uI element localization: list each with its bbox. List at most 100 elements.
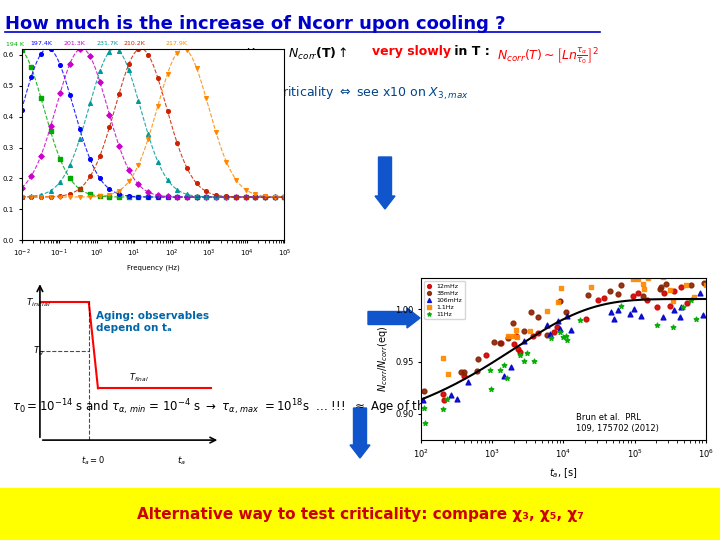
- Point: [259, 192, 271, 200]
- 106mHz: [608, 315, 620, 323]
- Point: [259, 193, 271, 201]
- Point: [220, 192, 232, 201]
- 11Hz: [437, 404, 449, 413]
- Point: [132, 180, 144, 189]
- Point: [55, 61, 66, 70]
- Point: [55, 192, 66, 200]
- Point: [220, 193, 232, 201]
- 11Hz: [518, 357, 530, 366]
- 38mHz: [494, 339, 505, 347]
- Point: [94, 67, 106, 76]
- Text: $N_{corr}(T) \sim \left[Ln\frac{\tau_\alpha}{\tau_0}\right]^2$: $N_{corr}(T) \sim \left[Ln\frac{\tau_\al…: [497, 45, 599, 66]
- Point: [269, 193, 281, 201]
- 106mHz: [697, 310, 708, 319]
- Point: [104, 47, 115, 56]
- Point: [210, 193, 222, 201]
- 38mHz: [507, 319, 518, 327]
- Point: [84, 155, 96, 164]
- 1.1Hz: [443, 369, 454, 378]
- 106mHz: [565, 326, 577, 334]
- 11Hz: [418, 404, 430, 413]
- 106mHz: [518, 337, 530, 346]
- 11Hz: [528, 356, 540, 365]
- Point: [210, 193, 222, 201]
- 38mHz: [518, 326, 530, 335]
- Point: [279, 193, 290, 201]
- Point: [143, 130, 154, 139]
- 12mHz: [510, 332, 521, 340]
- Point: [25, 72, 37, 81]
- Point: [45, 127, 56, 136]
- Point: [210, 193, 222, 201]
- Text: $X_{3_{max}}$~ $N_{corr}$(T)$\uparrow$: $X_{3_{max}}$~ $N_{corr}$(T)$\uparrow$: [245, 45, 353, 63]
- 12mHz: [527, 332, 539, 341]
- Point: [240, 193, 251, 201]
- Point: [191, 193, 202, 201]
- Point: [191, 193, 202, 201]
- 38mHz: [472, 354, 484, 363]
- 1.1Hz: [664, 286, 675, 294]
- 12mHz: [627, 292, 639, 300]
- Point: [250, 193, 261, 201]
- 11Hz: [616, 302, 627, 311]
- 38mHz: [541, 331, 553, 340]
- Text: 217.9K: 217.9K: [166, 41, 187, 46]
- 12mHz: [675, 283, 687, 292]
- 11Hz: [441, 395, 453, 403]
- 11Hz: [484, 366, 495, 375]
- Point: [152, 102, 163, 110]
- Text: How much is the increase of Ncorr upon cooling ?: How much is the increase of Ncorr upon c…: [5, 15, 505, 33]
- Point: [114, 46, 125, 55]
- Point: [84, 192, 96, 201]
- Point: [114, 190, 125, 198]
- 1.1Hz: [680, 280, 691, 289]
- Point: [132, 97, 144, 106]
- Point: [259, 193, 271, 201]
- 12mHz: [514, 347, 526, 356]
- FancyArrow shape: [350, 408, 370, 458]
- 38mHz: [533, 312, 544, 321]
- 12mHz: [459, 372, 470, 381]
- Point: [162, 193, 174, 201]
- Point: [162, 192, 174, 201]
- Point: [114, 89, 125, 98]
- Point: [84, 52, 96, 61]
- Point: [104, 185, 115, 193]
- Point: [269, 193, 281, 201]
- Point: [259, 193, 271, 201]
- Point: [94, 174, 106, 183]
- Point: [132, 160, 144, 169]
- 11Hz: [501, 374, 513, 383]
- 1.1Hz: [665, 259, 677, 268]
- 1.1Hz: [585, 282, 597, 291]
- Point: [74, 184, 86, 193]
- Point: [94, 192, 106, 200]
- 106mHz: [541, 321, 553, 329]
- 38mHz: [418, 387, 430, 395]
- 1.1Hz: [639, 285, 650, 293]
- Point: [250, 190, 261, 199]
- Point: [181, 193, 192, 201]
- 1.1Hz: [642, 272, 653, 281]
- 38mHz: [613, 289, 624, 298]
- Point: [74, 45, 86, 53]
- 12mHz: [652, 302, 663, 311]
- Point: [94, 192, 106, 200]
- Point: [123, 166, 135, 174]
- Point: [269, 192, 281, 201]
- 1.1Hz: [657, 273, 668, 281]
- Point: [269, 193, 281, 201]
- 11Hz: [685, 296, 697, 305]
- Point: [55, 155, 66, 164]
- X-axis label: Frequency (Hz): Frequency (Hz): [127, 265, 179, 271]
- 38mHz: [582, 291, 594, 299]
- Text: See criticality $\Leftrightarrow$ see x10 on $X_{3,max}$: See criticality $\Leftrightarrow$ see x1…: [248, 85, 469, 102]
- FancyBboxPatch shape: [0, 488, 720, 540]
- Point: [279, 193, 290, 201]
- Point: [152, 191, 163, 200]
- Point: [171, 193, 183, 201]
- Point: [132, 45, 144, 53]
- Text: Brun et al.  PRL
109, 175702 (2012): Brun et al. PRL 109, 175702 (2012): [576, 414, 659, 433]
- Point: [279, 193, 290, 201]
- Text: 210.2K: 210.2K: [123, 41, 145, 46]
